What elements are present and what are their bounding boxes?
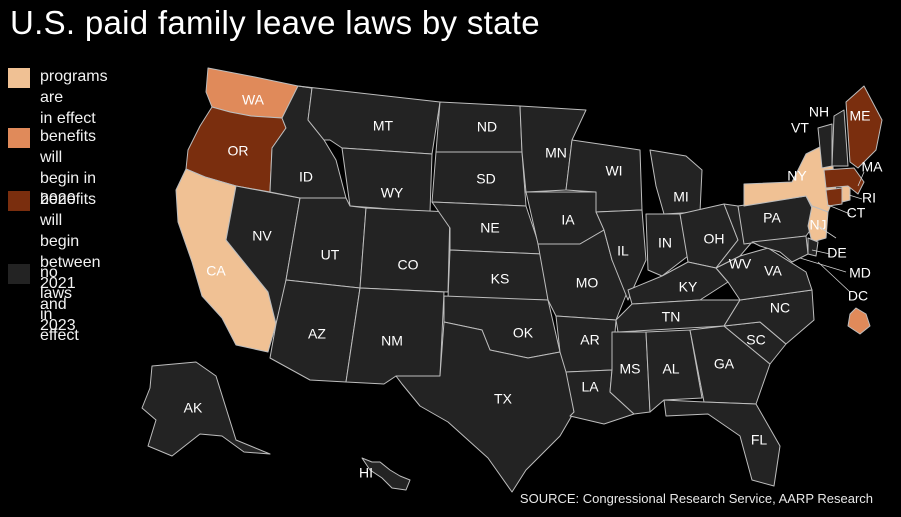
- state-nh: [831, 109, 849, 167]
- state-label-ia: IA: [561, 212, 575, 228]
- leader-line: [811, 249, 831, 255]
- state-label-me: ME: [850, 108, 871, 124]
- legend-label: benefits will begin between 2021 and 202…: [40, 191, 101, 334]
- state-label-ak: AK: [184, 400, 203, 416]
- state-me: [845, 85, 883, 169]
- state-label-ne: NE: [480, 220, 499, 236]
- state-label-mo: MO: [576, 275, 599, 291]
- state-wy: [341, 147, 433, 213]
- state-fl: [663, 399, 781, 487]
- state-label-tn: TN: [662, 309, 681, 325]
- state-label-wi: WI: [605, 163, 622, 179]
- state-label-ut: UT: [321, 247, 340, 263]
- leader-line: [857, 171, 865, 187]
- state-label-ga: GA: [714, 356, 735, 372]
- state-label-wv: WV: [729, 256, 752, 272]
- map-title: U.S. paid family leave laws by state: [10, 4, 540, 41]
- state-label-sc: SC: [746, 332, 765, 348]
- state-label-pa: PA: [763, 210, 781, 226]
- state-label-ok: OK: [513, 325, 534, 341]
- leader-line: [799, 257, 847, 273]
- legend-label: programs are in effect: [40, 68, 108, 127]
- state-label-oh: OH: [704, 231, 725, 247]
- legend-label: benefits will begin in 2020: [40, 128, 97, 208]
- state-ak: [141, 361, 271, 457]
- state-label-ky: KY: [679, 279, 698, 295]
- state-va: [715, 247, 813, 301]
- state-co: [359, 207, 451, 293]
- state-label-vt: VT: [791, 120, 809, 136]
- state-label-ca: CA: [206, 263, 226, 279]
- legend-label: no laws in effect: [40, 264, 79, 344]
- state-label-ms: MS: [620, 361, 641, 377]
- state-label-la: LA: [581, 379, 599, 395]
- state-mt: [297, 85, 441, 155]
- state-label-id: ID: [299, 169, 313, 185]
- state-label-hi: HI: [359, 465, 373, 481]
- legend-swatch: [8, 128, 30, 148]
- leader-line: [848, 194, 863, 200]
- state-de: [807, 237, 819, 257]
- state-label-ar: AR: [580, 332, 599, 348]
- state-ma: [823, 167, 865, 195]
- state-label-md: MD: [849, 265, 871, 281]
- legend-swatch: [8, 191, 30, 211]
- leader-line: [817, 225, 837, 239]
- state-in: [645, 213, 689, 277]
- state-label-nc: NC: [770, 300, 790, 316]
- state-label-nm: NM: [381, 333, 403, 349]
- state-dc: [847, 307, 871, 335]
- source-note: SOURCE: Congressional Research Service, …: [519, 491, 873, 506]
- state-label-ri: RI: [862, 190, 876, 206]
- state-label-ks: KS: [491, 271, 510, 287]
- state-label-tx: TX: [494, 391, 513, 407]
- state-label-ma: MA: [862, 159, 884, 175]
- leader-line: [827, 204, 851, 215]
- state-label-mt: MT: [373, 118, 394, 134]
- state-nj: [807, 205, 829, 243]
- legend-swatch: [8, 264, 30, 284]
- state-label-ny: NY: [787, 168, 807, 184]
- state-label-fl: FL: [751, 432, 768, 448]
- leader-line: [817, 261, 851, 293]
- state-label-or: OR: [228, 143, 249, 159]
- state-ut: [285, 197, 367, 289]
- state-label-nd: ND: [477, 119, 497, 135]
- state-label-nv: NV: [252, 228, 272, 244]
- state-il: [595, 209, 647, 301]
- legend-swatch: [8, 68, 30, 88]
- state-label-de: DE: [827, 245, 846, 261]
- state-label-dc: DC: [848, 288, 868, 304]
- state-label-va: VA: [764, 263, 782, 279]
- state-label-mn: MN: [545, 145, 567, 161]
- state-label-ct: CT: [847, 205, 866, 221]
- state-label-in: IN: [658, 235, 672, 251]
- state-ct: [825, 187, 843, 207]
- state-ri: [841, 185, 851, 203]
- state-label-sd: SD: [476, 171, 495, 187]
- state-md: [751, 235, 809, 263]
- state-label-al: AL: [662, 361, 679, 377]
- state-label-co: CO: [398, 257, 419, 273]
- state-label-az: AZ: [308, 326, 326, 342]
- state-ga: [689, 325, 771, 405]
- state-label-mi: MI: [673, 189, 689, 205]
- state-al: [645, 329, 703, 413]
- state-label-wy: WY: [381, 185, 404, 201]
- state-label-nh: NH: [809, 104, 829, 120]
- state-hi: [361, 457, 411, 491]
- state-tx: [395, 321, 575, 493]
- state-label-wa: WA: [242, 92, 265, 108]
- state-label-il: IL: [617, 243, 629, 259]
